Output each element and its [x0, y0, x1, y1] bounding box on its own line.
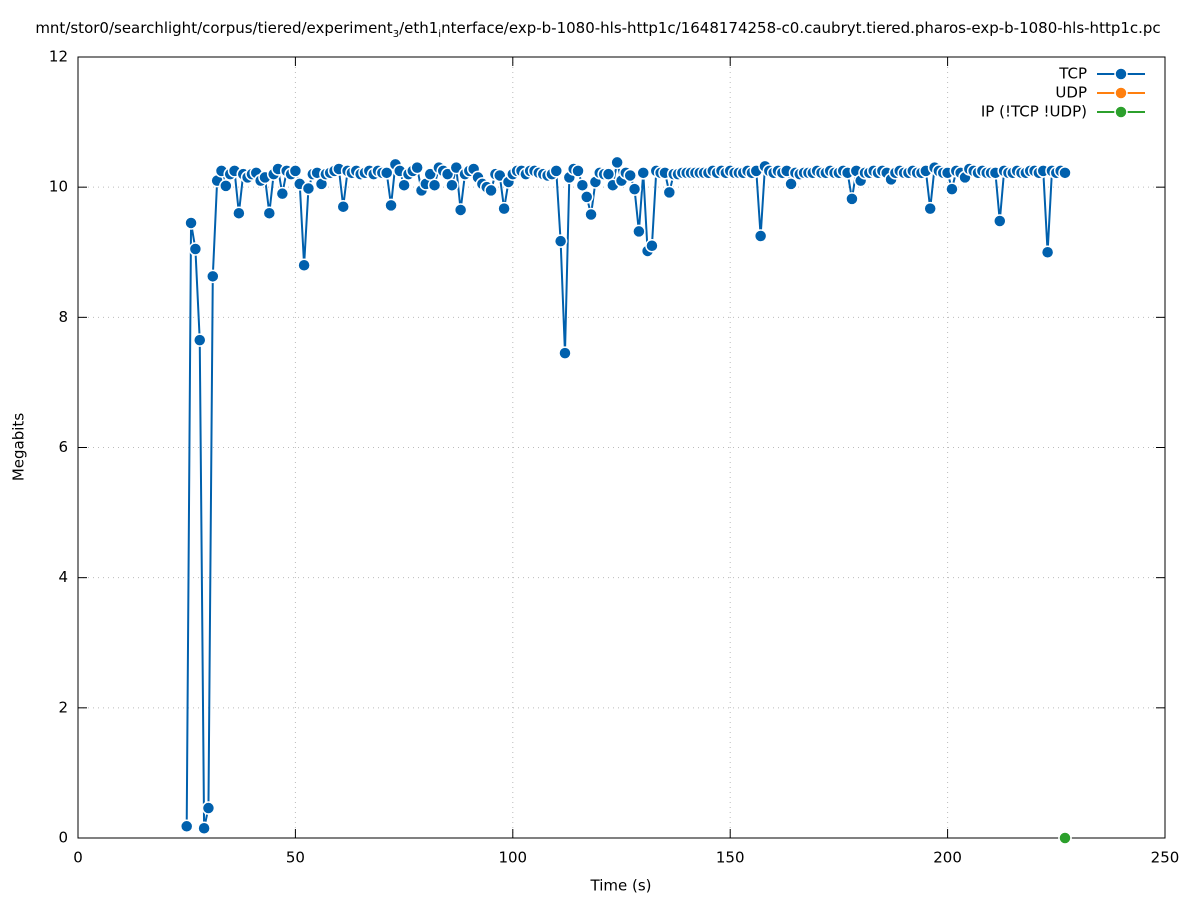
data-point — [610, 155, 624, 170]
chart-title: mnt/stor0/searchlight/corpus/tiered/expe… — [35, 19, 1160, 40]
data-point — [571, 164, 585, 178]
title-part: i — [438, 29, 441, 40]
data-point — [484, 183, 498, 198]
data-point — [179, 819, 194, 834]
data-point — [1058, 166, 1072, 180]
data-point — [993, 214, 1007, 228]
data-point — [1058, 831, 1072, 845]
data-point — [549, 164, 564, 178]
y-tick-label: 2 — [58, 698, 68, 716]
data-point — [427, 178, 442, 192]
data-point — [192, 333, 207, 347]
series-line — [185, 161, 1066, 829]
data-point — [845, 192, 859, 206]
x-tick-label: 100 — [498, 849, 527, 867]
data-point — [558, 346, 572, 360]
data-point — [197, 821, 211, 835]
data-point — [453, 203, 468, 217]
data-point — [297, 258, 311, 273]
data-point — [262, 206, 277, 220]
data-point — [219, 179, 233, 193]
y-tick-label: 12 — [49, 48, 68, 66]
data-point — [336, 199, 350, 214]
legend-label: IP (!TCP !UDP) — [981, 103, 1087, 121]
data-point — [188, 242, 203, 256]
x-axis-label: Time (s) — [590, 877, 652, 895]
data-point — [601, 167, 616, 181]
x-tick-label: 0 — [73, 849, 83, 867]
y-tick-label: 10 — [49, 178, 68, 196]
data-point — [632, 224, 646, 239]
legend-label: UDP — [1055, 84, 1087, 102]
data-point — [397, 178, 411, 192]
data-point — [445, 178, 459, 192]
data-point — [575, 178, 590, 192]
data-point — [636, 166, 650, 180]
data-point — [275, 186, 290, 201]
x-tick-label: 250 — [1151, 849, 1180, 867]
data-point — [410, 160, 424, 175]
title-part: nterface/exp-b-1080-hls-http1c/164817425… — [441, 19, 1161, 37]
data-point — [288, 164, 303, 178]
y-tick-label: 0 — [58, 829, 68, 847]
legend-marker — [1114, 67, 1128, 81]
data-point — [184, 216, 198, 230]
data-point — [623, 168, 637, 183]
data-point — [301, 181, 316, 196]
plot-frame — [77, 56, 1166, 839]
data-point — [784, 177, 798, 191]
title-part: 3 — [393, 29, 399, 40]
data-point — [945, 182, 959, 196]
data-point — [553, 234, 568, 248]
data-point — [645, 238, 659, 253]
data-point — [923, 201, 937, 216]
data-point — [232, 206, 246, 220]
data-point — [584, 207, 598, 222]
data-point — [379, 166, 394, 180]
y-axis-label: Megabits — [10, 413, 28, 481]
x-tick-label: 150 — [716, 849, 745, 867]
y-tick-label: 4 — [58, 568, 68, 586]
data-point — [384, 198, 398, 213]
x-tick-label: 200 — [933, 849, 962, 867]
data-point — [1040, 245, 1055, 259]
data-point — [753, 229, 768, 243]
y-tick-label: 8 — [58, 308, 68, 326]
legend-label: TCP — [1058, 65, 1087, 83]
data-point — [497, 201, 511, 216]
title-part: /eth1 — [399, 19, 438, 37]
legend-marker — [1114, 86, 1128, 100]
data-point — [662, 185, 677, 200]
data-point — [627, 182, 642, 196]
data-point — [201, 801, 216, 815]
title-part: mnt/stor0/searchlight/corpus/tiered/expe… — [35, 19, 392, 37]
legend-marker — [1114, 105, 1128, 119]
y-tick-label: 6 — [58, 438, 68, 456]
data-point — [579, 190, 594, 204]
x-tick-label: 50 — [286, 849, 305, 867]
data-point — [206, 269, 220, 284]
